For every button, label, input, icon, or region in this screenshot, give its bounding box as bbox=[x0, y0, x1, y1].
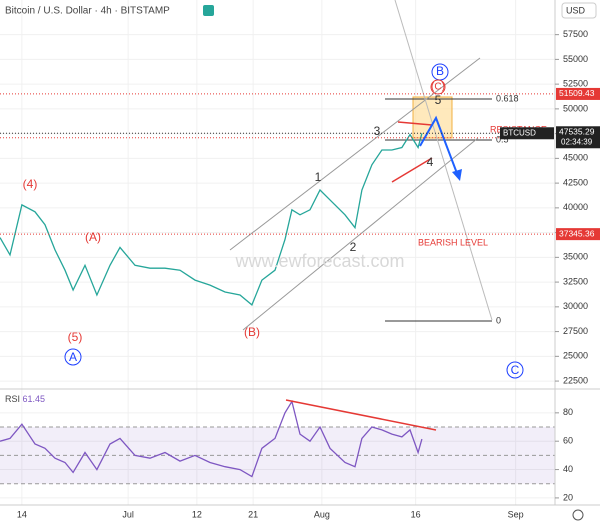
symbol-label: BTCUSD bbox=[503, 128, 536, 137]
y-tick-label: 45000 bbox=[563, 153, 588, 163]
wave-label: (5) bbox=[68, 330, 83, 344]
y-tick-label: 52500 bbox=[563, 79, 588, 89]
trend-line bbox=[394, 0, 493, 321]
fib-label: 0.618 bbox=[496, 93, 519, 103]
rsi-name: RSI bbox=[5, 394, 20, 404]
wave-label: (A) bbox=[85, 230, 101, 244]
x-tick-label: Aug bbox=[314, 509, 330, 519]
settings-icon[interactable] bbox=[572, 509, 584, 521]
wave-label: 4 bbox=[427, 155, 434, 169]
y-tick-label: 27500 bbox=[563, 326, 588, 336]
x-tick-label: 14 bbox=[17, 509, 27, 519]
level-tag bbox=[556, 87, 600, 100]
x-tick-label: 12 bbox=[192, 509, 202, 519]
y-tick-label: 20 bbox=[563, 492, 573, 502]
level-label: 51509.43 bbox=[559, 88, 595, 98]
channel-line bbox=[229, 57, 481, 251]
annotation: BEARISH LEVEL bbox=[418, 237, 488, 247]
y-tick-label: 22500 bbox=[563, 375, 588, 385]
watermark: www.ewforecast.com bbox=[234, 251, 404, 271]
y-tick-label: 25000 bbox=[563, 351, 588, 361]
wave-label: A bbox=[69, 350, 77, 364]
x-tick-label: 16 bbox=[411, 509, 421, 519]
wave-label: 1 bbox=[315, 170, 322, 184]
wave-label: (B) bbox=[244, 325, 260, 339]
y-tick-label: 57500 bbox=[563, 29, 588, 39]
rsi-value: 61.45 bbox=[23, 394, 46, 404]
currency-label[interactable]: USD bbox=[566, 5, 586, 15]
y-tick-label: 42500 bbox=[563, 177, 588, 187]
wave-label: C bbox=[511, 363, 520, 377]
y-tick-label: 32500 bbox=[563, 276, 588, 286]
chart-title: Bitcoin / U.S. Dollar · 4h · BITSTAMP bbox=[5, 6, 170, 17]
status-icon bbox=[203, 5, 214, 16]
symbol-tag bbox=[500, 127, 554, 140]
level-tag bbox=[556, 228, 600, 241]
rsi-label: RSI 61.45 bbox=[5, 394, 45, 404]
x-tick-label: Jul bbox=[122, 509, 134, 519]
level-label: 37345.36 bbox=[559, 228, 595, 238]
price-tag bbox=[556, 126, 600, 149]
countdown: 02:34:39 bbox=[561, 137, 593, 146]
projection-arrow bbox=[419, 115, 459, 177]
wave-label: 2 bbox=[350, 240, 357, 254]
arrow-head bbox=[452, 169, 462, 181]
fib-zone bbox=[412, 96, 453, 139]
y-tick-label: 80 bbox=[563, 407, 573, 417]
price-line bbox=[0, 399, 423, 478]
wave-label: (4) bbox=[23, 177, 38, 191]
x-tick-label: Sep bbox=[508, 509, 524, 519]
divergence-line bbox=[285, 399, 437, 431]
wave-label: 3 bbox=[374, 124, 381, 138]
price-label: 47535.29 bbox=[559, 127, 595, 137]
wave-label: (C) bbox=[431, 82, 445, 93]
y-tick-label: 30000 bbox=[563, 301, 588, 311]
support-line bbox=[391, 157, 433, 183]
fib-label: 0.5 bbox=[496, 134, 509, 144]
resistance-line bbox=[397, 121, 433, 126]
price-line bbox=[0, 133, 423, 306]
wave-label: B bbox=[436, 64, 444, 78]
y-tick-label: 50000 bbox=[563, 103, 588, 113]
x-tick-label: 21 bbox=[248, 509, 258, 519]
fib-label: 0 bbox=[496, 315, 501, 325]
wave-circle bbox=[64, 348, 82, 366]
y-tick-label: 60 bbox=[563, 436, 573, 446]
y-tick-label: 55000 bbox=[563, 54, 588, 64]
series-layer bbox=[0, 133, 423, 478]
y-tick-label: 40000 bbox=[563, 202, 588, 212]
y-tick-label: 35000 bbox=[563, 252, 588, 262]
y-tick-label: 40 bbox=[563, 464, 573, 474]
wave-label: 5 bbox=[435, 93, 442, 107]
wave-circle bbox=[506, 361, 524, 379]
currency-button[interactable] bbox=[561, 2, 597, 19]
